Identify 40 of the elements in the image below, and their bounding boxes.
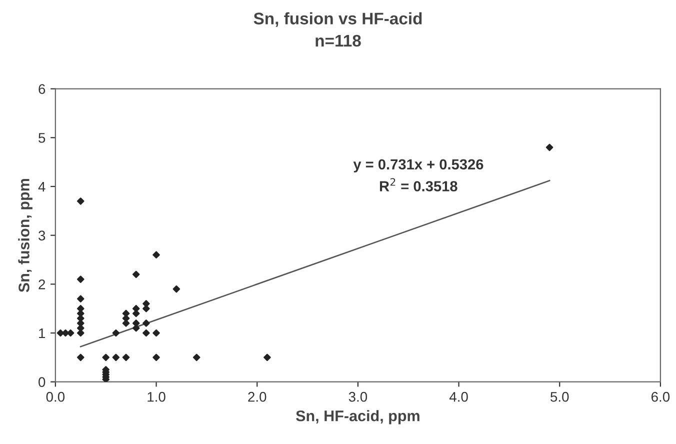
point xyxy=(142,320,150,327)
x-tick-label: 6.0 xyxy=(652,392,670,402)
x-tick-label: 5.0 xyxy=(550,392,569,402)
point xyxy=(77,276,84,283)
y-tick-label: 1 xyxy=(39,328,46,338)
chart-title: Sn, fusion vs HF-acid xyxy=(254,12,422,27)
point xyxy=(132,320,140,327)
x-tick-label: 1.0 xyxy=(148,392,166,402)
point xyxy=(152,251,160,258)
point xyxy=(122,354,130,362)
y-tick-label: 4 xyxy=(38,182,46,192)
y-tick-label: 6 xyxy=(38,84,46,94)
point xyxy=(112,329,120,337)
chart-subtitle: n=118 xyxy=(316,34,361,47)
point xyxy=(546,144,554,152)
y-tick-label: 0 xyxy=(38,377,46,388)
y-tick-label: 5 xyxy=(38,133,46,143)
point xyxy=(77,197,84,205)
annotation: R$^{2}$ = 0.3518 xyxy=(380,178,458,192)
annotation: y = 0.731x + 0.5326 xyxy=(353,159,484,172)
point xyxy=(152,354,160,362)
point xyxy=(77,295,84,302)
x-tick-label: 4.0 xyxy=(449,392,468,402)
x-tick-label: 0.0 xyxy=(46,392,65,402)
point xyxy=(172,285,180,293)
y-tick-label: 3 xyxy=(38,230,46,240)
point xyxy=(77,354,84,362)
point xyxy=(112,354,120,362)
x-axis-title: Sn, HF-acid, ppm xyxy=(296,410,420,424)
point xyxy=(152,329,160,337)
y-axis-title: Sn, fusion, ppm xyxy=(18,178,32,292)
point xyxy=(102,354,110,362)
x-tick-label: 2.0 xyxy=(248,392,266,402)
x-tick-label: 3.0 xyxy=(348,392,368,402)
point xyxy=(132,270,140,278)
point xyxy=(264,354,271,362)
point xyxy=(122,320,130,327)
point xyxy=(192,354,200,362)
y-tick-label: 2 xyxy=(38,279,46,290)
point xyxy=(142,329,150,337)
